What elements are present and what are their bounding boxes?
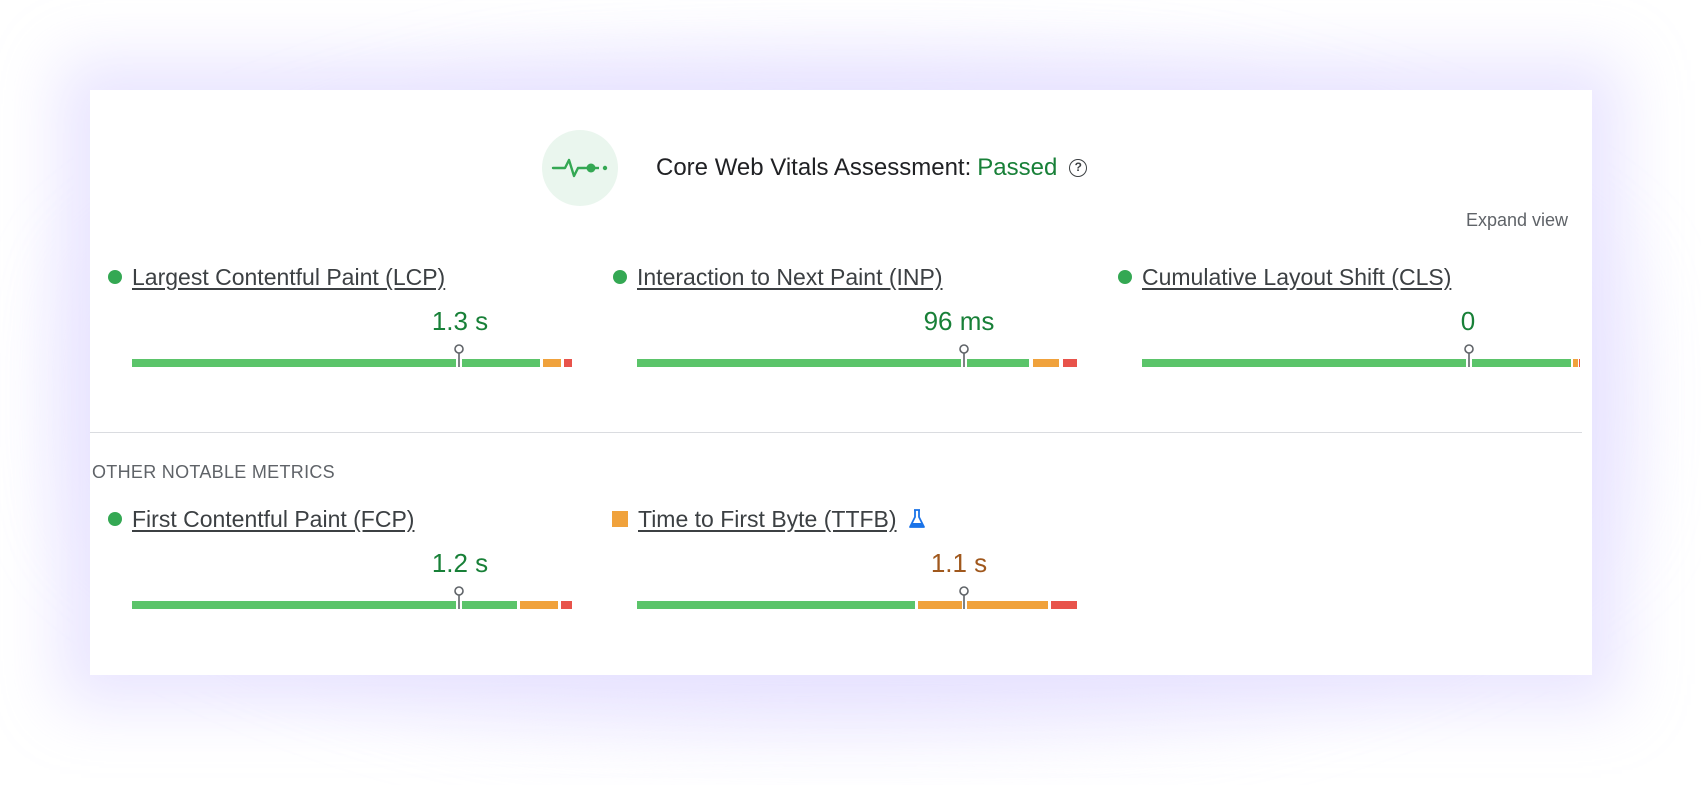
good-status-dot-icon <box>1118 270 1132 284</box>
assessment-status: Passed <box>977 154 1058 181</box>
metric-cls: Cumulative Layout Shift (CLS) 0 <box>1100 262 1580 372</box>
percentile-marker-icon <box>454 344 464 367</box>
percentile-marker-icon <box>959 586 969 609</box>
needs-improvement-square-icon <box>612 511 628 527</box>
section-divider <box>90 432 1582 433</box>
distribution-bar <box>1142 344 1580 367</box>
assessment-title: Core Web Vitals Assessment: Passed <box>656 154 1058 181</box>
distribution-bar <box>132 344 572 367</box>
good-status-dot-icon <box>108 512 122 526</box>
metric-lcp: Largest Contentful Paint (LCP) 1.3 s <box>90 262 572 372</box>
metric-value: 1.2 s <box>431 548 489 578</box>
cwv-card: Core Web Vitals Assessment: Passed ? Expa… <box>90 90 1592 675</box>
metric-name-link[interactable]: Largest Contentful Paint (LCP) <box>132 263 446 290</box>
pulse-icon <box>542 130 618 206</box>
expand-view-button[interactable]: Expand view <box>1465 210 1568 230</box>
metric-inp: Interaction to Next Paint (INP) 96 ms <box>595 262 1077 372</box>
help-icon[interactable]: ? <box>1069 159 1088 177</box>
metric-name-link[interactable]: Time to First Byte (TTFB) <box>638 505 897 532</box>
metric-fcp: First Contentful Paint (FCP) 1.2 s <box>90 504 572 614</box>
metric-value: 1.3 s <box>431 306 489 336</box>
metric-name-link[interactable]: Cumulative Layout Shift (CLS) <box>1142 263 1452 290</box>
good-status-dot-icon <box>108 270 122 284</box>
metric-name-link[interactable]: First Contentful Paint (FCP) <box>132 505 415 532</box>
other-metrics-heading: OTHER NOTABLE METRICS <box>92 462 335 482</box>
metric-name-link[interactable]: Interaction to Next Paint (INP) <box>637 263 943 290</box>
flask-icon[interactable] <box>907 508 927 530</box>
metric-ttfb: Time to First Byte (TTFB) 1.1 s <box>595 504 1077 614</box>
distribution-bar <box>132 586 572 609</box>
percentile-marker-icon <box>959 344 969 367</box>
metric-value: 96 ms <box>923 306 995 336</box>
distribution-bar <box>637 586 1077 609</box>
assessment-header: Core Web Vitals Assessment: Passed ? <box>542 130 1088 206</box>
percentile-marker-icon <box>454 586 464 609</box>
metric-value: 1.1 s <box>930 548 988 578</box>
good-status-dot-icon <box>613 270 627 284</box>
distribution-bar <box>637 344 1077 367</box>
percentile-marker-icon <box>1464 344 1474 367</box>
metric-value: 0 <box>1460 306 1476 336</box>
